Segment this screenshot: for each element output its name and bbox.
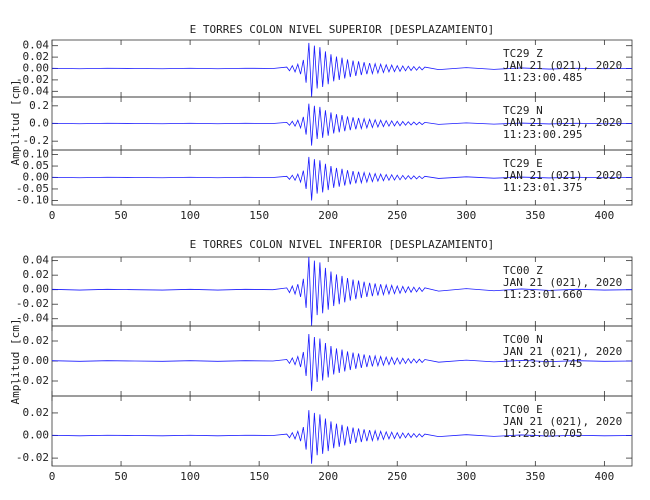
x-tick-label: 200 [318, 209, 338, 222]
panel-frame [51, 395, 633, 467]
x-tick-label: 150 [249, 470, 269, 483]
trace-label: TC29 N [503, 104, 543, 117]
y-tick-label: 0.00 [23, 62, 50, 75]
x-tick-label: 0 [49, 470, 56, 483]
x-tick-label: 350 [525, 470, 545, 483]
trace-label: 11:23:00.705 [503, 427, 582, 440]
waveform [51, 410, 633, 464]
y-axis-label: Amplitud [cm] [9, 79, 22, 165]
y-tick-label: 0.00 [23, 354, 50, 367]
trace-label: TC29 Z [503, 47, 543, 60]
y-tick-label: -0.02 [16, 73, 49, 86]
x-tick-label: 300 [456, 470, 476, 483]
x-tick-label: 50 [114, 470, 127, 483]
x-tick-label: 400 [594, 470, 614, 483]
y-tick-label: 0.02 [23, 334, 50, 347]
x-tick-label: 100 [180, 470, 200, 483]
y-tick-label: 0.10 [23, 148, 50, 161]
trace-label: JAN 21 (021), 2020 [503, 169, 622, 182]
y-tick-label: -0.10 [16, 193, 49, 206]
x-tick-label: 250 [387, 470, 407, 483]
waveform [51, 156, 633, 201]
waveform [51, 103, 633, 146]
waveform [51, 333, 633, 392]
trace-label: TC00 E [503, 403, 543, 416]
y-tick-label: 0.02 [23, 268, 50, 281]
trace-label: JAN 21 (021), 2020 [503, 116, 622, 129]
x-tick-label: 300 [456, 209, 476, 222]
trace-label: JAN 21 (021), 2020 [503, 415, 622, 428]
y-tick-label: -0.04 [16, 84, 49, 97]
y-tick-label: 0.04 [23, 254, 50, 267]
trace-label: JAN 21 (021), 2020 [503, 276, 622, 289]
y-tick-label: -0.04 [16, 312, 49, 325]
y-tick-label: -0.02 [16, 451, 49, 464]
chart-title: E TORRES COLON NIVEL SUPERIOR [DESPLAZAM… [190, 23, 495, 36]
x-tick-label: 50 [114, 209, 127, 222]
trace-label: 11:23:01.660 [503, 288, 582, 301]
y-tick-label: 0.05 [23, 159, 50, 172]
trace-label: 11:23:01.375 [503, 181, 582, 194]
y-tick-label: -0.2 [23, 134, 50, 147]
waveform [51, 256, 633, 327]
x-tick-label: 250 [387, 209, 407, 222]
y-tick-label: 0.02 [23, 406, 50, 419]
x-tick-label: 0 [49, 209, 56, 222]
trace-label: TC00 N [503, 333, 543, 346]
y-tick-label: 0.00 [23, 429, 50, 442]
y-tick-label: -0.02 [16, 297, 49, 310]
y-tick-label: 0.02 [23, 50, 50, 63]
trace-label: 11:23:01.745 [503, 357, 582, 370]
trace-label: JAN 21 (021), 2020 [503, 59, 622, 72]
trace-label: 11:23:00.485 [503, 71, 582, 84]
trace-label: TC29 E [503, 157, 543, 170]
x-tick-label: 200 [318, 470, 338, 483]
x-tick-label: 400 [594, 209, 614, 222]
y-tick-label: 0.00 [23, 171, 50, 184]
y-axis-label: Amplitud [cm] [9, 318, 22, 404]
waveform [51, 42, 633, 98]
x-tick-label: 150 [249, 209, 269, 222]
y-tick-label: 0.2 [29, 99, 49, 112]
y-tick-label: 0.0 [29, 117, 49, 130]
x-tick-label: 350 [525, 209, 545, 222]
chart-title: E TORRES COLON NIVEL INFERIOR [DESPLAZAM… [190, 238, 495, 251]
y-tick-label: -0.05 [16, 182, 49, 195]
x-tick-label: 100 [180, 209, 200, 222]
trace-label: JAN 21 (021), 2020 [503, 345, 622, 358]
y-tick-label: -0.02 [16, 374, 49, 387]
y-tick-label: 0.00 [23, 283, 50, 296]
trace-label: TC00 Z [503, 264, 543, 277]
trace-label: 11:23:00.295 [503, 128, 582, 141]
y-tick-label: 0.04 [23, 39, 50, 52]
